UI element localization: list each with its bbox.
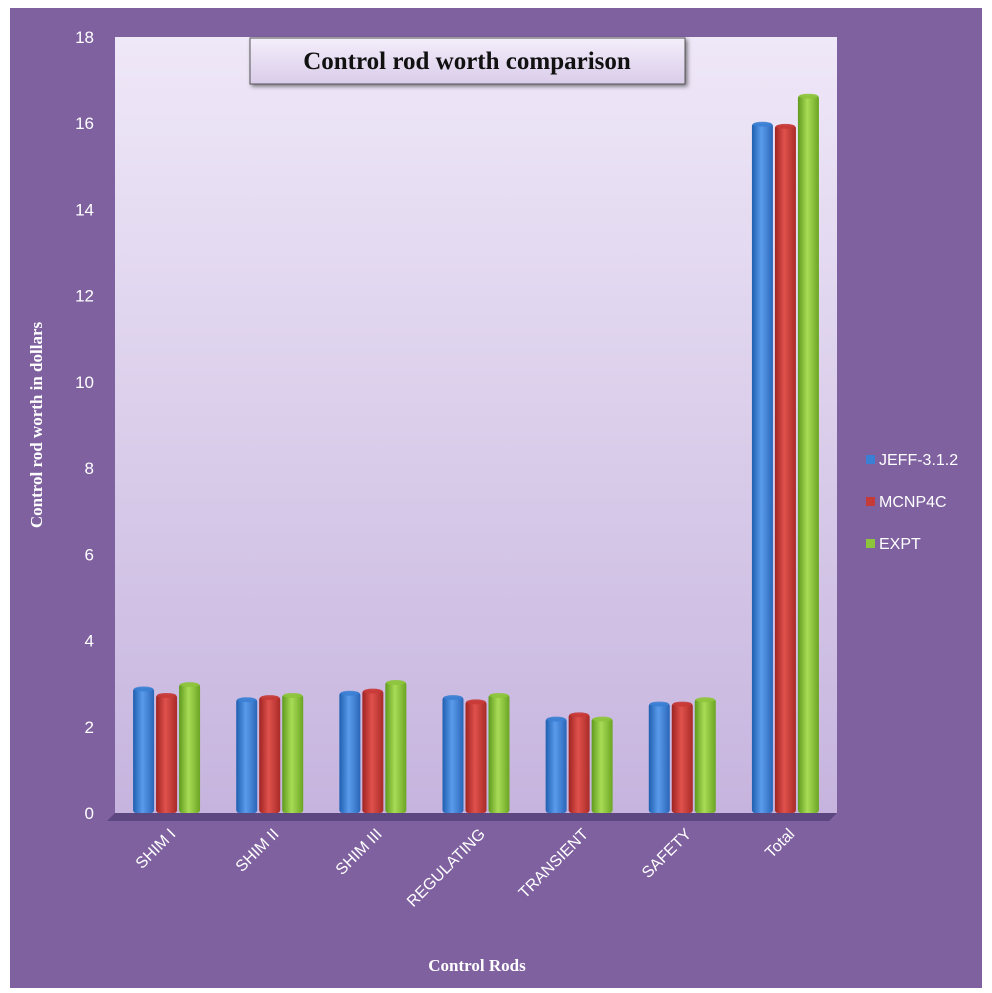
bar-expt-regulating [488,694,510,813]
bar-mcnp4c-shim-iii [362,690,384,813]
bar-cap [260,695,280,701]
bar-cap [798,93,818,99]
bar-cap [340,690,360,696]
bar-jeff-3-1-2-shim-iii [339,692,361,813]
y-tick-label: 4 [85,632,94,651]
bar-expt-total [797,95,819,813]
bar-cap [134,686,154,692]
y-tick-label: 2 [85,718,94,737]
y-axis-ticks: 0 2 4 6 8 10 12 14 16 18 [75,28,94,823]
bar-expt-safety [694,698,716,813]
chart-title: Control rod worth comparison [303,48,631,75]
bar-jeff-3-1-2-total [751,123,773,813]
bar-cap [237,697,257,703]
bar-jeff-3-1-2-shim-ii [236,698,258,813]
bar-cap [363,688,383,694]
y-tick-label: 0 [85,804,94,823]
bar-jeff-3-1-2-shim-i [133,687,155,813]
legend-swatch [866,455,875,464]
legend-label: EXPT [879,536,921,553]
bar-jeff-3-1-2-transient [545,718,567,813]
bar-mcnp4c-shim-i [156,694,178,813]
bar-mcnp4c-regulating [465,700,487,813]
bar-cap [775,123,795,129]
y-tick-label: 12 [75,287,94,306]
x-tick-label: SHIM III [333,826,386,879]
bar-cap [386,680,406,686]
bar-cap [180,682,200,688]
y-tick-label: 18 [75,28,94,47]
bar-cap [546,716,566,722]
bar-cap [489,692,509,698]
bar-mcnp4c-safety [671,703,693,813]
x-tick-label: REGULATING [404,826,489,911]
x-tick-label: TRANSIENT [516,826,592,902]
bar-cap [592,716,612,722]
legend-label: JEFF-3.1.2 [879,452,958,469]
bar-expt-shim-i [179,683,201,813]
bar-cap [672,701,692,707]
x-tick-label: SHIM II [233,826,283,876]
bar-cap [695,697,715,703]
x-axis-title: Control Rods [428,956,526,975]
chart-frame: 0 2 4 6 8 10 12 14 16 18 SHIM I SHIM II SHIM III REG… [10,8,982,988]
bar-cap [157,692,177,698]
bars [133,93,819,813]
y-tick-label: 10 [75,373,94,392]
bar-expt-shim-ii [282,694,304,813]
legend: JEFF-3.1.2 MCNP4C EXPT [866,452,958,553]
bar-cap [569,712,589,718]
bar-chart: 0 2 4 6 8 10 12 14 16 18 SHIM I SHIM II SHIM III REG… [27,28,958,975]
bar-cap [283,692,303,698]
legend-label: MCNP4C [879,494,947,511]
chart-title-box: Control rod worth comparison [249,37,686,85]
bar-expt-transient [591,718,613,813]
bar-expt-shim-iii [385,681,407,813]
bar-mcnp4c-total [774,125,796,813]
y-axis-title: Control rod worth in dollars [27,322,46,529]
x-tick-label: SAFETY [639,826,695,882]
y-tick-label: 16 [75,114,94,133]
y-tick-label: 14 [75,200,94,219]
bar-mcnp4c-shim-ii [259,696,281,813]
bar-jeff-3-1-2-safety [648,703,670,813]
plot-area [115,37,837,813]
bar-cap [752,121,772,127]
x-tick-label: Total [762,826,798,862]
y-tick-label: 8 [85,459,94,478]
bar-mcnp4c-transient [568,713,590,813]
bar-jeff-3-1-2-regulating [442,696,464,813]
y-tick-label: 6 [85,545,94,564]
legend-swatch [866,539,875,548]
bar-cap [443,695,463,701]
plot-floor [107,813,837,821]
bar-cap [649,701,669,707]
legend-swatch [866,497,875,506]
x-tick-label: SHIM I [133,826,180,873]
bar-cap [466,699,486,705]
x-axis-labels: SHIM I SHIM II SHIM III REGULATING TRANSIENT… [133,826,798,911]
